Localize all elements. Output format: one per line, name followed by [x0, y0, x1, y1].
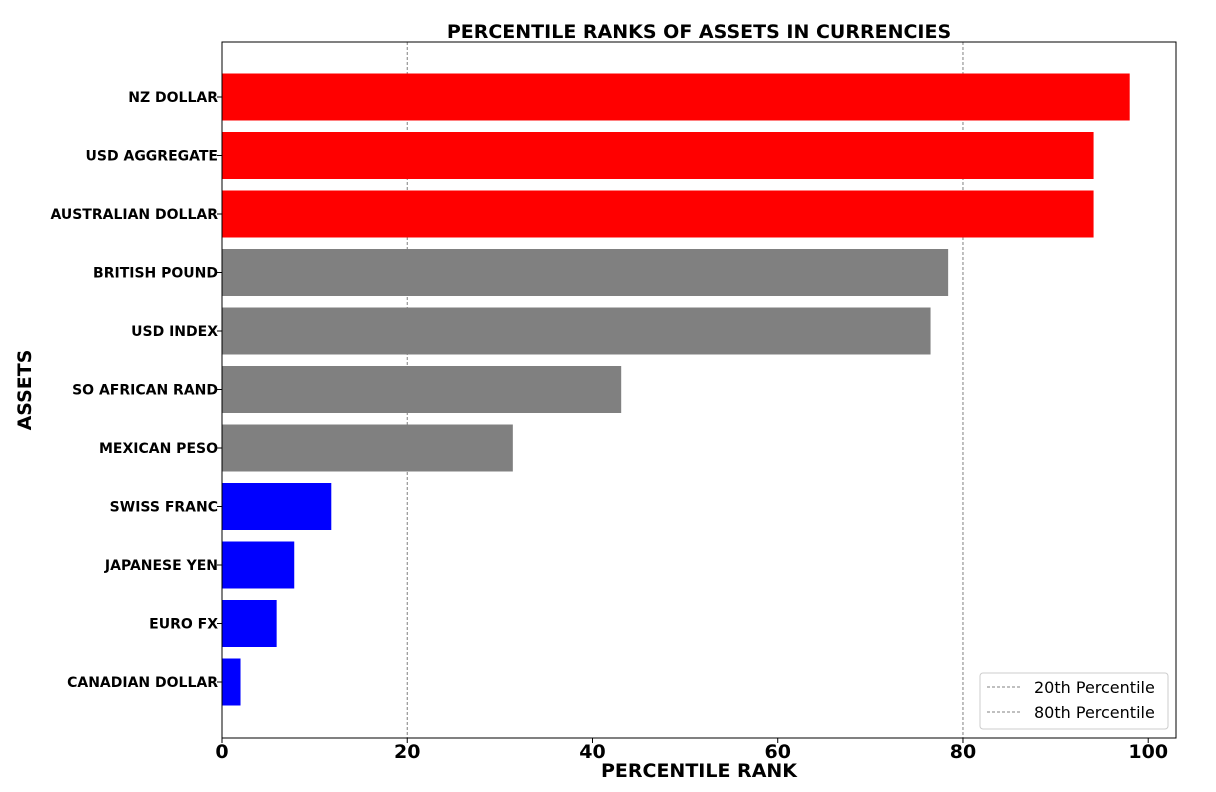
y-tick-label: MEXICAN PESO: [99, 441, 218, 457]
y-tick-label: AUSTRALIAN DOLLAR: [50, 207, 218, 223]
y-tick-label: SO AFRICAN RAND: [72, 383, 218, 399]
y-axis-label: ASSETS: [14, 350, 36, 431]
y-tick-label: BRITISH POUND: [93, 266, 218, 282]
bar-usd-index: [222, 307, 931, 355]
y-tick-label: USD AGGREGATE: [86, 149, 218, 165]
x-tick-label: 80: [950, 741, 976, 763]
bar-australian-dollar: [222, 190, 1094, 238]
y-tick-label: CANADIAN DOLLAR: [67, 675, 218, 691]
legend: 20th Percentile 80th Percentile: [979, 672, 1169, 730]
bar-japanese-yen: [222, 541, 295, 589]
bar-euro-fx: [222, 600, 277, 647]
x-tick-label: 0: [215, 741, 228, 763]
bar-swiss-franc: [222, 483, 332, 530]
y-tick-label: JAPANESE YEN: [104, 558, 218, 574]
y-tick-label: SWISS FRANC: [110, 500, 218, 516]
bar-canadian-dollar: [222, 658, 241, 706]
x-tick-label: 40: [579, 741, 605, 763]
y-tick-label: USD INDEX: [131, 324, 218, 340]
bar-mexican-peso: [222, 424, 513, 472]
chart-title: PERCENTILE RANKS OF ASSETS IN CURRENCIES: [447, 21, 951, 43]
legend-box: [979, 672, 1169, 730]
y-tick-label: EURO FX: [149, 617, 218, 633]
x-tick-label: 60: [765, 741, 791, 763]
bar-british-pound: [222, 249, 949, 296]
x-axis-label: PERCENTILE RANK: [601, 760, 798, 782]
x-tick-label: 100: [1128, 741, 1168, 763]
x-tick-label: 20: [394, 741, 420, 763]
plot-frame: [221, 41, 1177, 739]
bar-so-african-rand: [222, 366, 622, 413]
plot-area: NZ DOLLAR USD AGGREGATE AUSTRALIAN DOLLAR B…: [50, 42, 1168, 763]
legend-label: 80th Percentile: [1034, 703, 1155, 722]
legend-label: 20th Percentile: [1034, 678, 1155, 697]
bar-nz-dollar: [222, 73, 1130, 121]
y-tick-label: NZ DOLLAR: [128, 90, 218, 106]
bar-usd-aggregate: [222, 132, 1094, 179]
